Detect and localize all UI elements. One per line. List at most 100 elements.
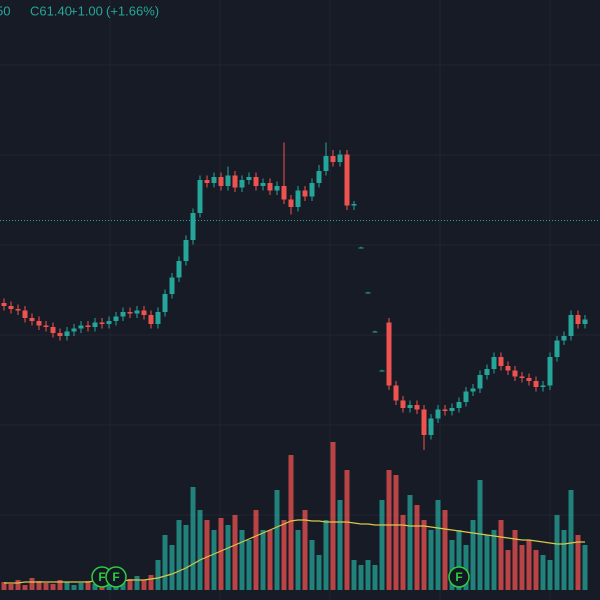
candle-body [421, 409, 427, 435]
candle-body [407, 405, 413, 408]
candle-body [22, 310, 28, 318]
volume-bar [568, 490, 574, 590]
volume-bar [575, 535, 581, 590]
volume-bar [8, 584, 14, 590]
volume-bar [225, 525, 231, 590]
candle-body [512, 370, 518, 377]
event-marker [105, 566, 127, 588]
event-marker [448, 566, 470, 588]
candle-body [57, 333, 63, 336]
candle-body [498, 357, 504, 366]
volume-bar [281, 520, 287, 590]
volume-bar [71, 585, 77, 590]
volume-bar [64, 582, 70, 590]
volume-bar [183, 525, 189, 590]
volume-bar [29, 578, 35, 590]
volume-bar [57, 580, 63, 590]
candle-body [155, 312, 161, 324]
candle-body [358, 247, 364, 249]
event-marker-label: F [98, 570, 105, 584]
candle-body [15, 309, 21, 311]
candle-body [36, 321, 42, 326]
volume-bar [477, 480, 483, 590]
candle-body [456, 402, 462, 408]
volume-bar [218, 518, 224, 590]
candle-body [71, 328, 77, 332]
candle-body [113, 316, 119, 321]
volume-bar [309, 540, 315, 590]
volume-bar [120, 581, 126, 590]
candle-body [442, 409, 448, 411]
volume-bar [442, 510, 448, 590]
volume-bar [393, 475, 399, 590]
volume-bar [162, 535, 168, 590]
volume-bar [491, 530, 497, 590]
candle-body [491, 357, 497, 369]
volume-bar [239, 530, 245, 590]
candle-body [302, 190, 308, 197]
volume-bar [407, 495, 413, 590]
candle-body [204, 180, 210, 183]
candle-body [281, 186, 287, 200]
volume-ma-line [4, 519, 585, 584]
volume-bar [78, 583, 84, 590]
volume-bar [295, 530, 301, 590]
candle-body [463, 391, 469, 402]
candle-body [372, 331, 378, 333]
volume-bar [211, 530, 217, 590]
candle-body [162, 294, 168, 312]
volume-bar [344, 470, 350, 590]
candle-body [176, 261, 182, 278]
volume-bar [428, 530, 434, 590]
volume-bar [50, 584, 56, 590]
volume-bar [316, 555, 322, 590]
volume-bar [337, 500, 343, 590]
candle-body [414, 405, 420, 410]
volume-bar [582, 545, 588, 590]
candle-body [183, 240, 189, 261]
candle-body [267, 183, 273, 191]
candle-body [344, 154, 350, 206]
volume-bar [400, 515, 406, 590]
volume-bar [141, 580, 147, 590]
candle-body [505, 366, 511, 371]
volume-bar [351, 560, 357, 590]
volume-bar [484, 535, 490, 590]
candle-body [78, 325, 84, 329]
volume-bar [232, 515, 238, 590]
volume-bar [197, 510, 203, 590]
volume-bar [414, 505, 420, 590]
legend-close: C61.40 [30, 3, 72, 18]
candle-body [568, 315, 574, 336]
volume-bar [498, 520, 504, 590]
candle-body [435, 409, 441, 419]
volume-bar [288, 455, 294, 590]
candle-body [120, 312, 126, 317]
candle-body [50, 327, 56, 333]
candle-body [64, 331, 70, 336]
candle-body [148, 315, 154, 324]
legend-change-pct: (+1.66%) [106, 3, 159, 18]
volume-bar [554, 515, 560, 590]
volume-bar [379, 500, 385, 590]
volume-bar [15, 580, 21, 590]
candle-body [393, 385, 399, 401]
candle-body [323, 156, 329, 171]
volume-bar [526, 540, 532, 590]
candle-body [134, 310, 140, 314]
candle-body [197, 180, 203, 213]
volume-bar [561, 530, 567, 590]
volume-bar [358, 565, 364, 590]
candle-body [470, 388, 476, 392]
candle-body [554, 340, 560, 357]
candle-body [519, 376, 525, 378]
volume-bar [449, 540, 455, 590]
candle-body [428, 418, 434, 435]
candle-body [225, 175, 231, 186]
volume-bar [547, 560, 553, 590]
candle-body [43, 325, 49, 327]
volume-bar [169, 545, 175, 590]
volume-bar [323, 520, 329, 590]
candle-body [218, 177, 224, 186]
